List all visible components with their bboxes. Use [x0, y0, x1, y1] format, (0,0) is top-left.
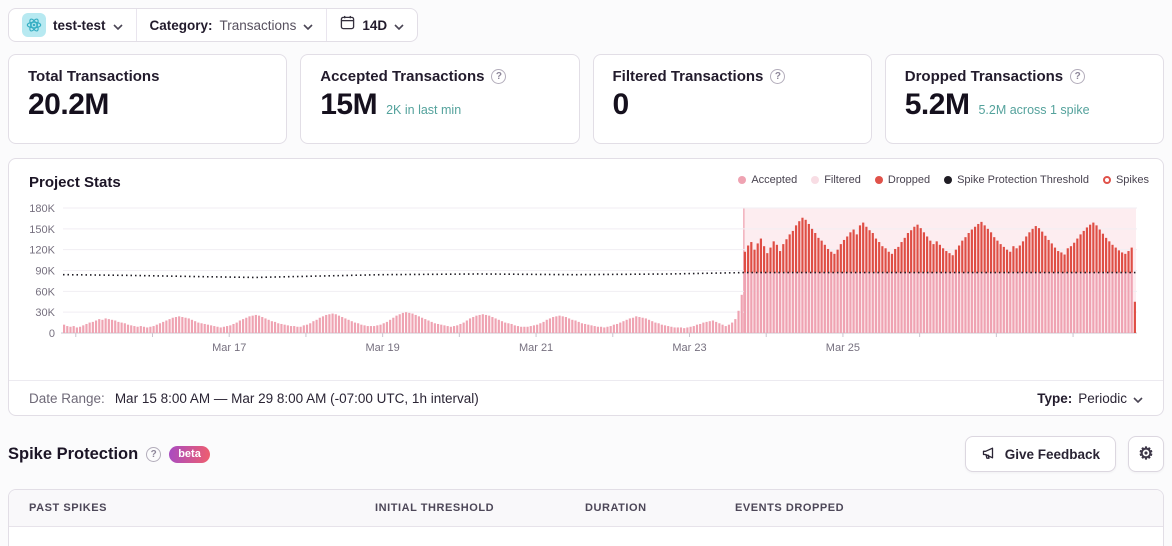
card-title: Filtered Transactions [612, 68, 764, 85]
svg-text:Mar 25: Mar 25 [826, 342, 860, 354]
table-header-row: PAST SPIKES INITIAL THRESHOLD DURATION E… [9, 490, 1163, 527]
legend-label: Accepted [751, 174, 798, 186]
table-body [9, 527, 1163, 546]
svg-text:180K: 180K [29, 203, 55, 215]
type-selector[interactable]: Type: Periodic [1037, 390, 1143, 406]
spike-protection-header: Spike Protection ? beta Give Feedback ⚙ [8, 436, 1164, 472]
help-icon[interactable]: ? [491, 69, 507, 84]
date-range-label: Date Range: [29, 390, 105, 406]
project-name: test-test [53, 17, 106, 33]
category-label: Category: [149, 17, 213, 33]
legend-label: Dropped [887, 174, 931, 186]
help-icon[interactable]: ? [146, 446, 162, 462]
svg-text:Mar 21: Mar 21 [519, 342, 553, 354]
legend-marker [944, 176, 953, 184]
chart-title: Project Stats [29, 174, 121, 191]
svg-text:150K: 150K [29, 224, 55, 236]
column-initial-threshold: INITIAL THRESHOLD [375, 502, 495, 514]
legend-label: Spikes [1115, 174, 1149, 186]
legend-label: Spike Protection Threshold [957, 174, 1089, 186]
legend-label: Filtered [824, 174, 861, 186]
svg-text:30K: 30K [35, 307, 55, 319]
card-subtext: 5.2M across 1 spike [978, 103, 1090, 117]
project-stats-panel: Project Stats Accepted Filtered Dropped Spi… [8, 158, 1164, 416]
chevron-down-icon [1133, 391, 1143, 406]
date-range-selector[interactable]: 14D [326, 9, 417, 41]
help-icon[interactable]: ? [1070, 69, 1086, 84]
chevron-down-icon [394, 17, 404, 35]
svg-text:120K: 120K [29, 245, 55, 257]
legend-item-spike-protection-threshold[interactable]: Spike Protection Threshold [944, 174, 1089, 186]
card-title: Total Transactions [28, 68, 160, 85]
column-duration: DURATION [585, 502, 647, 514]
card-subtext: 2K in last min [386, 103, 462, 117]
svg-text:Mar 23: Mar 23 [672, 342, 706, 354]
stat-cards-row: Total Transactions 20.2M Accepted Transa… [8, 54, 1164, 144]
category-value: Transactions [219, 17, 297, 33]
card-total-transactions: Total Transactions 20.2M [8, 54, 288, 144]
legend-item-filtered[interactable]: Filtered [811, 174, 861, 186]
help-icon[interactable]: ? [770, 69, 786, 84]
svg-text:Mar 19: Mar 19 [366, 342, 400, 354]
chart-legend: Accepted Filtered Dropped Spike Protection … [738, 174, 1149, 186]
project-stats-chart: 180K 150K 120K 90K 60K 30K 0 Mar 17 Mar 19 Mar 21… [29, 203, 1137, 354]
category-selector[interactable]: Category: Transactions [135, 9, 327, 41]
legend-marker [738, 176, 747, 184]
card-title: Accepted Transactions [320, 68, 485, 85]
type-label: Type: [1037, 390, 1073, 406]
chart-footer: Date Range: Mar 15 8:00 AM — Mar 29 8:00… [9, 380, 1163, 415]
settings-button[interactable]: ⚙ [1128, 436, 1164, 472]
card-value: 15M [320, 88, 378, 121]
legend-item-dropped[interactable]: Dropped [874, 174, 931, 186]
section-title: Spike Protection [8, 444, 139, 463]
svg-text:0: 0 [49, 328, 55, 340]
megaphone-icon [981, 445, 997, 464]
legend-marker [811, 176, 820, 184]
filter-bar: test-test Category: Transactions 14D [8, 8, 419, 42]
chevron-down-icon [303, 17, 313, 35]
card-filtered-transactions: Filtered Transactions ? 0 [592, 54, 872, 144]
give-feedback-label: Give Feedback [1004, 446, 1100, 462]
svg-text:60K: 60K [35, 286, 55, 298]
date-range-text: Mar 15 8:00 AM — Mar 29 8:00 AM (-07:00 … [114, 390, 479, 406]
card-title: Dropped Transactions [904, 68, 1064, 85]
card-value: 20.2M [28, 88, 109, 121]
legend-item-spikes[interactable]: Spikes [1102, 174, 1149, 186]
column-past-spikes: PAST SPIKES [29, 502, 107, 514]
card-accepted-transactions: Accepted Transactions ? 15M 2K in last m… [300, 54, 580, 144]
beta-badge: beta [169, 445, 210, 463]
type-value: Periodic [1078, 390, 1127, 406]
legend-marker [874, 176, 883, 184]
give-feedback-button[interactable]: Give Feedback [964, 436, 1116, 472]
date-range-value: 14D [362, 17, 388, 33]
card-value: 5.2M [904, 88, 970, 121]
calendar-icon [340, 15, 355, 35]
project-platform-icon [22, 13, 46, 37]
legend-marker [1102, 176, 1111, 184]
legend-item-accepted[interactable]: Accepted [738, 174, 797, 186]
chevron-down-icon [112, 17, 123, 35]
svg-text:Mar 17: Mar 17 [212, 342, 246, 354]
column-events-dropped: EVENTS DROPPED [735, 502, 845, 514]
svg-text:90K: 90K [35, 266, 55, 278]
gear-icon: ⚙ [1138, 444, 1154, 463]
past-spikes-table: PAST SPIKES INITIAL THRESHOLD DURATION E… [8, 489, 1164, 546]
card-dropped-transactions: Dropped Transactions ? 5.2M 5.2M across … [884, 54, 1164, 144]
project-selector[interactable]: test-test [9, 9, 136, 41]
card-value: 0 [612, 88, 630, 121]
